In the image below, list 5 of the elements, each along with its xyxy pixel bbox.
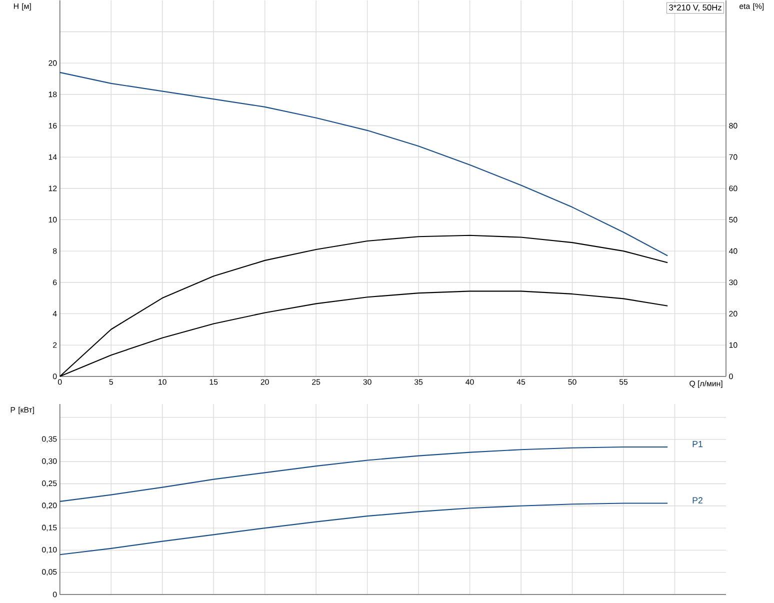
text: P2 (692, 497, 702, 504)
line-series (59, 446, 668, 502)
line-series (59, 502, 668, 555)
text: P1 (692, 440, 702, 447)
annotation: 3*210 V, 50Hz (669, 4, 722, 12)
